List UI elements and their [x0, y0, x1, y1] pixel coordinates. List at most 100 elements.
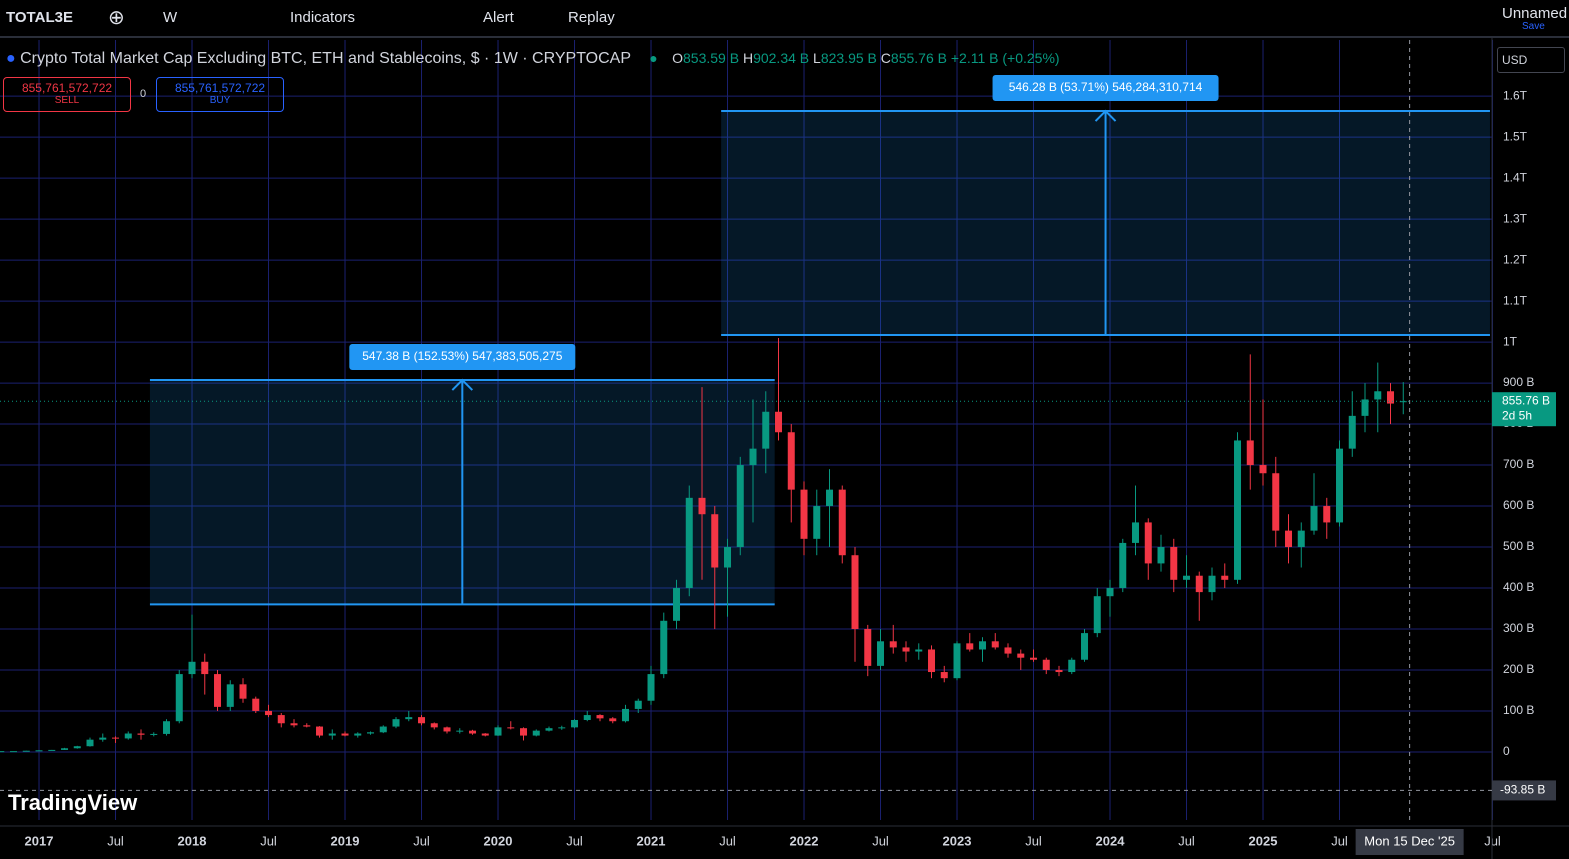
indicators[interactable]: Indicators	[290, 9, 356, 26]
candle-body	[596, 715, 604, 719]
candle-body	[634, 700, 642, 709]
alert[interactable]: Alert	[483, 9, 514, 26]
change: +2.11 B (+0.25%)	[950, 50, 1060, 66]
candle-body	[316, 726, 324, 736]
x-tick-label: 2025	[1249, 833, 1278, 848]
candle-body	[1285, 530, 1293, 548]
candle-body	[430, 723, 438, 728]
candle-body	[1030, 657, 1038, 660]
y-tick-label: 700 B	[1503, 457, 1534, 471]
buy-button[interactable]: 855,761,572,722 BUY	[156, 77, 284, 112]
candle-body	[698, 497, 706, 515]
candle-body	[711, 514, 719, 568]
y-tick-label: 400 B	[1503, 580, 1534, 594]
candle-body	[99, 737, 107, 740]
candle-body	[558, 727, 566, 729]
layout-name[interactable]: Unnamed	[1502, 5, 1568, 22]
candle-body	[1336, 448, 1344, 523]
legend: ● Crypto Total Market Cap Excluding BTC,…	[6, 50, 1060, 68]
o-value: 853.59 B	[683, 50, 740, 66]
interval[interactable]: W	[163, 9, 178, 26]
candle-body	[290, 723, 298, 726]
candle-body	[22, 750, 30, 752]
sell-price: 855,761,572,722	[21, 81, 113, 95]
candle-body	[418, 717, 426, 724]
symbol[interactable]: TOTAL3E	[6, 9, 73, 26]
ohlc: O853.59 B H902.34 B L823.95 B C855.76 B …	[672, 50, 1059, 66]
y-tick-label: 1T	[1503, 334, 1518, 348]
measure-label-bg	[992, 75, 1219, 102]
candle-body	[902, 647, 910, 652]
y-tick-label: 300 B	[1503, 621, 1534, 635]
save[interactable]: Save	[1522, 21, 1545, 32]
candle-body	[456, 730, 464, 732]
candle-body	[277, 715, 285, 724]
candle-body	[175, 674, 183, 722]
candle-body	[1399, 401, 1407, 403]
candle-body	[1004, 647, 1012, 654]
y-tick-label: 900 B	[1503, 375, 1534, 389]
candle-body	[966, 643, 974, 650]
candle-body	[1183, 575, 1191, 580]
candle-body	[749, 448, 757, 466]
toolbar: TOTAL3E ⊕ W Indicators Alert Replay Unna…	[0, 0, 1569, 38]
candle-body	[328, 733, 336, 736]
candle-body	[1259, 465, 1267, 474]
add-symbol[interactable]: ⊕	[108, 7, 125, 29]
candle-body	[1132, 522, 1140, 543]
candle-body	[1055, 669, 1063, 673]
y-tick-label: 1.1T	[1503, 293, 1528, 307]
currency[interactable]: USD	[1497, 47, 1565, 73]
o: O	[672, 50, 683, 66]
axis-bg	[1492, 38, 1569, 859]
replay[interactable]: Replay	[568, 9, 615, 26]
candle-body	[520, 728, 528, 736]
candle-body	[1106, 588, 1114, 597]
candle-body	[813, 506, 821, 539]
candle-body	[1310, 506, 1318, 531]
candle-body	[532, 730, 540, 736]
candle-body	[1348, 415, 1356, 449]
candle-body	[303, 725, 311, 727]
candle-body	[150, 733, 158, 735]
spread: 0	[140, 88, 147, 100]
x-tick-label: Jul	[1331, 833, 1348, 848]
countdown: 2d 5h	[1502, 408, 1532, 422]
x-tick-label: 2020	[484, 833, 513, 848]
y-tick-label: 500 B	[1503, 539, 1534, 553]
sell-button[interactable]: 855,761,572,722 SELL	[3, 77, 131, 112]
x-tick-label: Jul	[413, 833, 430, 848]
x-tick-label: 2021	[637, 833, 666, 848]
x-tick-label: Jul	[107, 833, 124, 848]
candle-body	[252, 698, 260, 711]
x-tick-label: 2023	[943, 833, 972, 848]
crosshair-x-label: Mon 15 Dec '25	[1364, 833, 1455, 848]
candle-body	[226, 684, 234, 707]
candle-body	[341, 733, 349, 736]
arrow-head	[1094, 109, 1117, 122]
candle-body	[1042, 659, 1050, 670]
candle-body	[86, 739, 94, 747]
candle-body	[112, 737, 120, 739]
candle-body	[775, 411, 783, 433]
candle-body	[571, 719, 579, 728]
candle-body	[877, 641, 885, 666]
c: C	[880, 50, 891, 66]
y-tick-label: 1.4T	[1503, 170, 1528, 184]
candle-body	[851, 555, 859, 629]
crosshair-x-tag	[1355, 829, 1464, 855]
candle-body	[405, 717, 413, 720]
x-tick-label: Jul	[1025, 833, 1042, 848]
candle-body	[915, 649, 923, 652]
arrow-head	[451, 378, 474, 391]
measure-label: 547.38 B (152.53%) 547,383,505,275	[362, 349, 562, 363]
candle-body	[622, 708, 630, 722]
x-tick-label: Jul	[719, 833, 736, 848]
candle-body	[673, 588, 681, 621]
candle-body	[354, 733, 362, 736]
candle-body	[762, 411, 770, 449]
candle-body	[1387, 391, 1395, 404]
candle-body	[137, 733, 145, 735]
candle-body	[367, 732, 375, 734]
y-tick-label: 0	[1503, 744, 1510, 758]
